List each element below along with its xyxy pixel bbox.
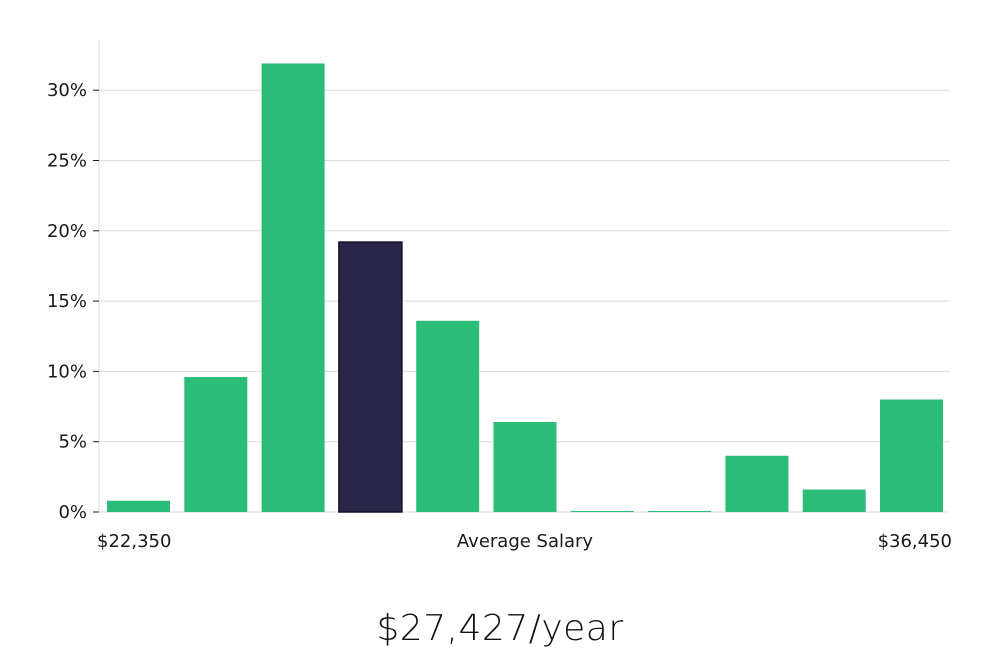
bar [880,399,943,512]
y-tick-label: 25% [47,151,87,172]
bar [570,511,634,512]
bar [725,455,789,512]
bar [648,511,712,512]
y-tick-label: 20% [47,221,87,242]
y-tick-label: 30% [47,80,87,101]
x-max-label: $36,450 [878,531,952,552]
bar [802,489,866,512]
y-tick-label: 5% [58,432,87,453]
y-tick-label: 0% [58,502,87,523]
bar-highlighted [338,241,403,513]
bar [261,63,325,513]
y-axis-ticks: 0% 5% 10% 15% 20% 25% 30% [47,80,99,523]
bars [107,63,943,513]
bar [184,377,248,512]
salary-histogram: 0% 5% 10% 15% 20% 25% 30% $22,350 Average Sala… [47,40,952,552]
average-salary-value: $27,427/year [376,608,624,649]
y-tick-label: 10% [47,361,87,382]
bar [416,320,480,512]
y-tick-label: 15% [47,291,87,312]
bar [493,422,557,512]
x-min-label: $22,350 [97,531,171,552]
bar [107,500,170,512]
x-axis-label: Average Salary [457,531,594,552]
